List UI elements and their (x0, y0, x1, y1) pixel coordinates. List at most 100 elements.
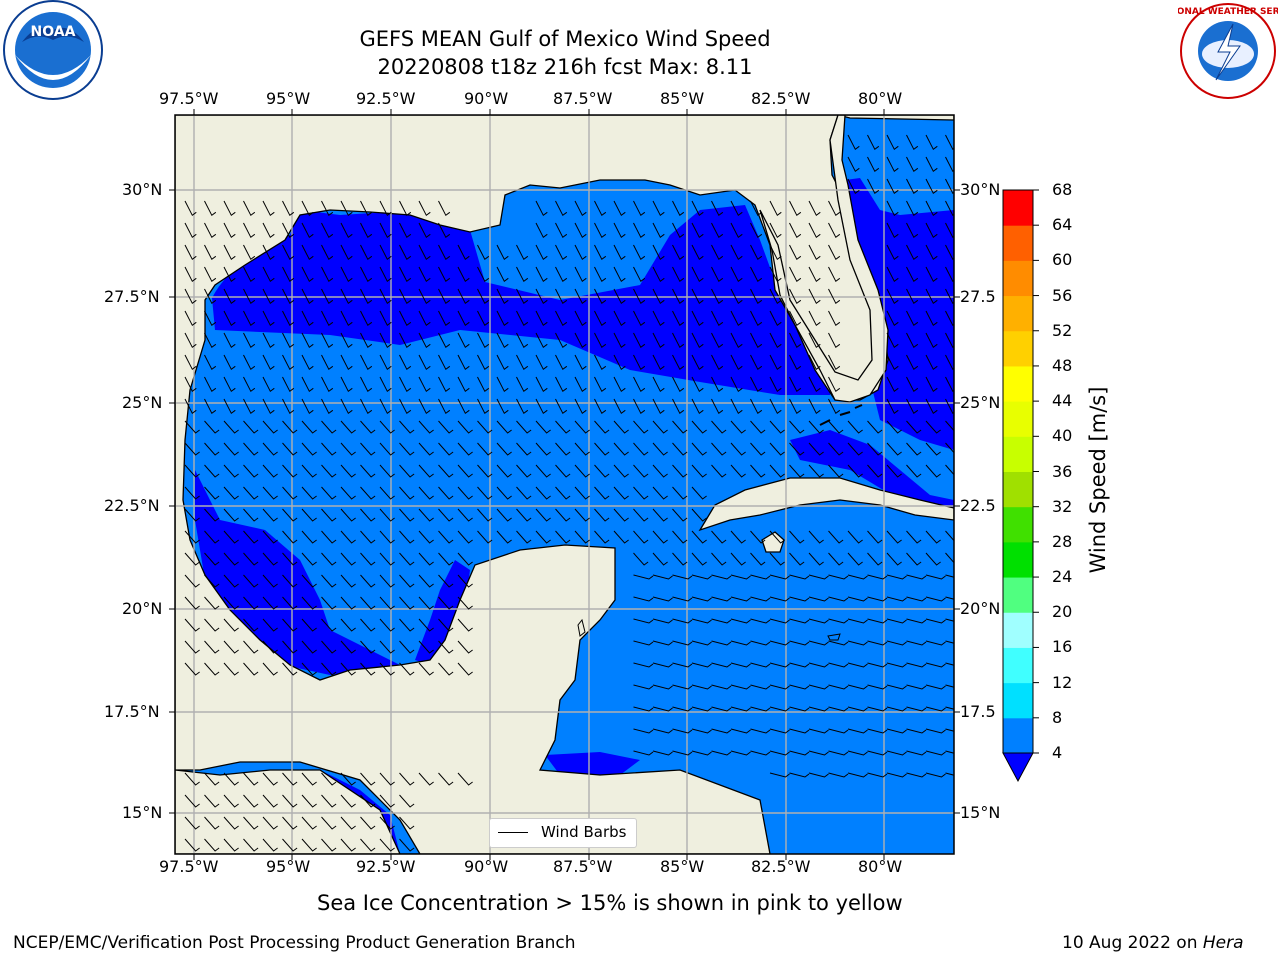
wind-barb (652, 596, 673, 602)
wind-barb (223, 266, 236, 283)
lon-label-bottom: 87.5°W (553, 857, 613, 876)
wind-barb (477, 288, 490, 305)
colorbar-tick-label: 48 (1052, 355, 1073, 375)
wind-barb (243, 420, 259, 434)
wind-barb (652, 464, 668, 478)
wind-barb (457, 662, 473, 676)
wind-barb (360, 266, 373, 283)
wind-barb (808, 574, 829, 580)
wind-barb (321, 596, 337, 610)
wind-barb (886, 134, 899, 151)
wind-barb (672, 354, 685, 371)
wind-barb (789, 530, 805, 544)
colorbar (1002, 189, 1039, 783)
wind-barb (418, 222, 431, 239)
wind-barb (438, 420, 454, 434)
wind-barb (516, 398, 529, 415)
wind-barb (360, 420, 376, 434)
wind-barb (594, 244, 607, 261)
wind-barb (906, 706, 927, 712)
wind-barbs (184, 134, 954, 852)
wind-barb (496, 398, 509, 415)
wind-barb (418, 200, 431, 217)
wind-barb (925, 618, 946, 624)
wind-barb (750, 618, 771, 624)
wind-barb (321, 464, 337, 478)
wind-barb (262, 332, 275, 349)
wind-barb (711, 574, 732, 580)
wind-barb (906, 464, 922, 478)
wind-barb (769, 332, 782, 349)
wind-barb (691, 354, 704, 371)
wind-barb (750, 728, 771, 734)
wind-barb (477, 420, 493, 434)
wind-barb (243, 640, 259, 654)
wind-barb (847, 178, 860, 195)
wind-barb (321, 618, 337, 632)
wind-barb (204, 618, 220, 632)
wind-barb (418, 244, 431, 261)
wind-barb (925, 200, 938, 217)
wind-barb (321, 420, 337, 434)
wind-barb (945, 398, 954, 415)
wind-barb (418, 310, 431, 327)
wind-barb (418, 332, 431, 349)
wind-barb (535, 244, 548, 261)
wind-barb (535, 266, 548, 283)
wind-barb (925, 332, 938, 349)
wind-barb (321, 266, 334, 283)
wind-barb (457, 442, 473, 456)
wind-barb (457, 530, 473, 544)
wind-barb (184, 794, 200, 808)
wind-barb (379, 794, 395, 808)
wind-barb (184, 200, 197, 217)
wind-barb (945, 134, 954, 151)
wind-barb (399, 200, 412, 217)
colorbar-segment (1003, 612, 1033, 648)
wind-barb (867, 596, 888, 602)
wind-barb (379, 662, 395, 676)
land-cuba (698, 477, 954, 532)
wind-barb (633, 574, 654, 580)
wind-barb (925, 728, 946, 734)
wind-barb (574, 486, 590, 500)
wind-barb (438, 618, 454, 632)
wind-barb (789, 310, 802, 327)
wind-barb (886, 574, 907, 580)
wind-barb (730, 266, 743, 283)
wind-barb (867, 662, 888, 668)
colorbar-label-wrap: Wind Speed [m/s] (1080, 387, 1116, 574)
wind-barb (496, 464, 512, 478)
wind-barb (204, 398, 217, 415)
wind-barb (769, 310, 782, 327)
wind-barb (613, 486, 629, 500)
wind-barb (711, 728, 732, 734)
wind-barb (808, 442, 824, 456)
wind-barb (282, 816, 298, 830)
wind-barb (945, 574, 954, 578)
wind-barb (789, 398, 802, 415)
wind-barb (730, 706, 751, 712)
colorbar-segment (1003, 436, 1033, 472)
wind-barb (516, 376, 529, 393)
lon-label-bottom: 85°W (660, 857, 705, 876)
wind-barb (379, 574, 395, 588)
wind-barb (418, 596, 434, 610)
wind-barb (438, 442, 454, 456)
wind-barb (535, 288, 548, 305)
wind-barb (321, 244, 334, 261)
colorbar-segment (1003, 541, 1033, 578)
wind-barb (223, 288, 236, 305)
wind-barb (574, 530, 590, 544)
wind-barb (184, 310, 197, 327)
sea-ice-note: Sea Ice Concentration > 15% is shown in … (317, 891, 903, 915)
wind-barb (243, 442, 259, 456)
wind-barb (301, 420, 317, 434)
wind-barb (223, 794, 239, 808)
wind-barb (652, 420, 668, 434)
wind-barb (691, 728, 712, 734)
wind-barb (828, 684, 849, 690)
wind-barb (594, 266, 607, 283)
wind-barb (886, 266, 899, 283)
wind-barb (769, 662, 790, 668)
